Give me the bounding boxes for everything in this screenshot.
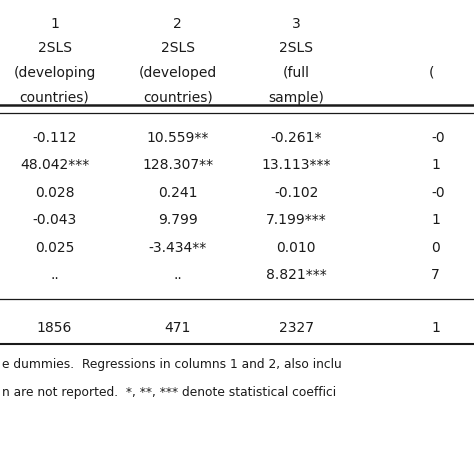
Text: 3: 3 xyxy=(292,17,301,31)
Text: 8.821***: 8.821*** xyxy=(266,268,327,283)
Text: 0.025: 0.025 xyxy=(35,241,74,255)
Text: 13.113***: 13.113*** xyxy=(262,158,331,173)
Text: 0.241: 0.241 xyxy=(158,186,198,200)
Text: countries): countries) xyxy=(19,91,90,105)
Text: 1856: 1856 xyxy=(37,321,72,335)
Text: 48.042***: 48.042*** xyxy=(20,158,89,173)
Text: -0: -0 xyxy=(431,186,445,200)
Text: 128.307**: 128.307** xyxy=(142,158,213,173)
Text: (full: (full xyxy=(283,66,310,80)
Text: sample): sample) xyxy=(268,91,324,105)
Text: 1: 1 xyxy=(431,158,440,173)
Text: -0.112: -0.112 xyxy=(32,131,77,145)
Text: 2SLS: 2SLS xyxy=(161,41,195,55)
Text: countries): countries) xyxy=(143,91,213,105)
Text: 2: 2 xyxy=(173,17,182,31)
Text: 7: 7 xyxy=(431,268,440,283)
Text: ..: .. xyxy=(173,268,182,283)
Text: (: ( xyxy=(428,66,434,80)
Text: 9.799: 9.799 xyxy=(158,213,198,228)
Text: 7.199***: 7.199*** xyxy=(266,213,327,228)
Text: 2SLS: 2SLS xyxy=(279,41,313,55)
Text: e dummies.  Regressions in columns 1 and 2, also inclu: e dummies. Regressions in columns 1 and … xyxy=(2,358,342,372)
Text: 0.010: 0.010 xyxy=(276,241,316,255)
Text: 1: 1 xyxy=(431,213,440,228)
Text: 10.559**: 10.559** xyxy=(146,131,209,145)
Text: 1: 1 xyxy=(50,17,59,31)
Text: -0: -0 xyxy=(431,131,445,145)
Text: 0: 0 xyxy=(431,241,440,255)
Text: -3.434**: -3.434** xyxy=(149,241,207,255)
Text: (developed: (developed xyxy=(138,66,217,80)
Text: ..: .. xyxy=(50,268,59,283)
Text: 2327: 2327 xyxy=(279,321,314,335)
Text: 0.028: 0.028 xyxy=(35,186,74,200)
Text: -0.043: -0.043 xyxy=(32,213,77,228)
Text: -0.102: -0.102 xyxy=(274,186,319,200)
Text: 2SLS: 2SLS xyxy=(37,41,72,55)
Text: 471: 471 xyxy=(164,321,191,335)
Text: 1: 1 xyxy=(431,321,440,335)
Text: n are not reported.  *, **, *** denote statistical coeffici: n are not reported. *, **, *** denote st… xyxy=(2,386,337,399)
Text: -0.261*: -0.261* xyxy=(271,131,322,145)
Text: (developing: (developing xyxy=(13,66,96,80)
